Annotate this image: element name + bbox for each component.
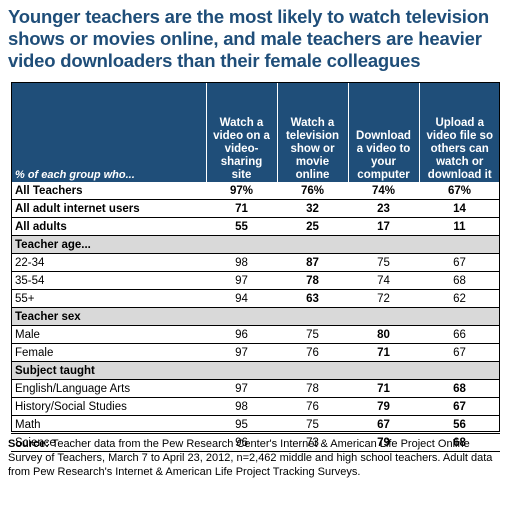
data-cell: 67 <box>419 343 500 362</box>
data-cell: 17 <box>348 217 419 236</box>
row-header-label: % of each group who... <box>11 82 207 182</box>
data-cell: 74% <box>348 182 419 200</box>
data-cell: 98 <box>206 397 277 416</box>
header-row: % of each group who... Watch a video on … <box>11 82 500 182</box>
row-label: 35-54 <box>11 271 206 290</box>
table-row: All Teachers 97% 76% 74% 67% <box>11 182 500 200</box>
data-cell: 78 <box>277 271 348 290</box>
row-label: Math <box>11 415 206 434</box>
data-cell: 72 <box>348 289 419 308</box>
data-cell: 75 <box>277 325 348 344</box>
data-cell: 75 <box>277 415 348 434</box>
data-cell: 74 <box>348 271 419 290</box>
data-cell: 71 <box>206 199 277 218</box>
data-cell: 68 <box>419 433 500 452</box>
data-cell: 67 <box>419 253 500 272</box>
data-cell: 80 <box>348 325 419 344</box>
data-cell: 87 <box>277 253 348 272</box>
data-cell: 95 <box>206 415 277 434</box>
data-cell: 94 <box>206 289 277 308</box>
data-cell: 96 <box>206 433 277 452</box>
table-row: English/Language Arts 97 78 71 68 <box>11 379 500 398</box>
data-cell: 79 <box>348 433 419 452</box>
table-row: Female 97 76 71 67 <box>11 343 500 362</box>
data-cell: 71 <box>348 343 419 362</box>
data-cell: 97% <box>206 182 277 200</box>
data-cell: 98 <box>206 253 277 272</box>
section-row: Teacher age... <box>11 235 500 254</box>
data-cell: 78 <box>277 379 348 398</box>
table-row: History/Social Studies 98 76 79 67 <box>11 397 500 416</box>
row-label: Male <box>11 325 206 344</box>
data-cell: 62 <box>419 289 500 308</box>
table-header: % of each group who... Watch a video on … <box>11 82 500 182</box>
table-row: 55+ 94 63 72 62 <box>11 289 500 308</box>
data-cell: 63 <box>277 289 348 308</box>
table-body: All Teachers 97% 76% 74% 67% All adult intern… <box>11 182 500 452</box>
section-label: Teacher sex <box>11 307 500 326</box>
data-cell: 55 <box>206 217 277 236</box>
column-header: Watch a television show or movie online <box>277 82 349 182</box>
data-cell: 66 <box>419 325 500 344</box>
table-row: All adults 55 25 17 11 <box>11 217 500 236</box>
row-label: English/Language Arts <box>11 379 206 398</box>
row-label: 55+ <box>11 289 206 308</box>
data-cell: 14 <box>419 199 500 218</box>
row-label: 22-34 <box>11 253 206 272</box>
data-cell: 32 <box>277 199 348 218</box>
source-note: Source: Teacher data from the Pew Resear… <box>8 437 504 479</box>
source-label: Source: <box>8 438 49 450</box>
column-header: Download a video to your computer <box>348 82 420 182</box>
data-cell: 67% <box>419 182 500 200</box>
row-label: All adult internet users <box>11 199 206 218</box>
row-label: All Teachers <box>11 182 206 200</box>
table-row: Science 96 73 79 68 <box>11 433 500 452</box>
data-cell: 79 <box>348 397 419 416</box>
column-header: Watch a video on a video-sharing site <box>206 82 278 182</box>
row-label: Female <box>11 343 206 362</box>
table-row: All adult internet users 71 32 23 14 <box>11 199 500 218</box>
column-header: Upload a video file so others can watch … <box>419 82 500 182</box>
data-cell: 97 <box>206 379 277 398</box>
section-row: Teacher sex <box>11 307 500 326</box>
source-text: Teacher data from the Pew Research Cente… <box>8 438 493 478</box>
row-label: All adults <box>11 217 206 236</box>
data-cell: 71 <box>348 379 419 398</box>
data-cell: 75 <box>348 253 419 272</box>
data-cell: 56 <box>419 415 500 434</box>
row-label: History/Social Studies <box>11 397 206 416</box>
data-table: % of each group who... Watch a video on … <box>11 82 500 452</box>
data-cell: 97 <box>206 343 277 362</box>
data-cell: 23 <box>348 199 419 218</box>
table-row: Math 95 75 67 56 <box>11 415 500 434</box>
table-row: 22-34 98 87 75 67 <box>11 253 500 272</box>
data-cell: 76 <box>277 397 348 416</box>
table-row: 35-54 97 78 74 68 <box>11 271 500 290</box>
row-label: Science <box>11 433 206 452</box>
data-cell: 96 <box>206 325 277 344</box>
data-cell: 97 <box>206 271 277 290</box>
section-label: Teacher age... <box>11 235 500 254</box>
data-cell: 73 <box>277 433 348 452</box>
data-cell: 76 <box>277 343 348 362</box>
data-cell: 11 <box>419 217 500 236</box>
table-row: Male 96 75 80 66 <box>11 325 500 344</box>
data-cell: 25 <box>277 217 348 236</box>
chart-title: Younger teachers are the most likely to … <box>8 6 489 71</box>
data-cell: 76% <box>277 182 348 200</box>
data-cell: 68 <box>419 271 500 290</box>
data-cell: 67 <box>348 415 419 434</box>
data-cell: 67 <box>419 397 500 416</box>
section-row: Subject taught <box>11 361 500 380</box>
section-label: Subject taught <box>11 361 500 380</box>
data-cell: 68 <box>419 379 500 398</box>
